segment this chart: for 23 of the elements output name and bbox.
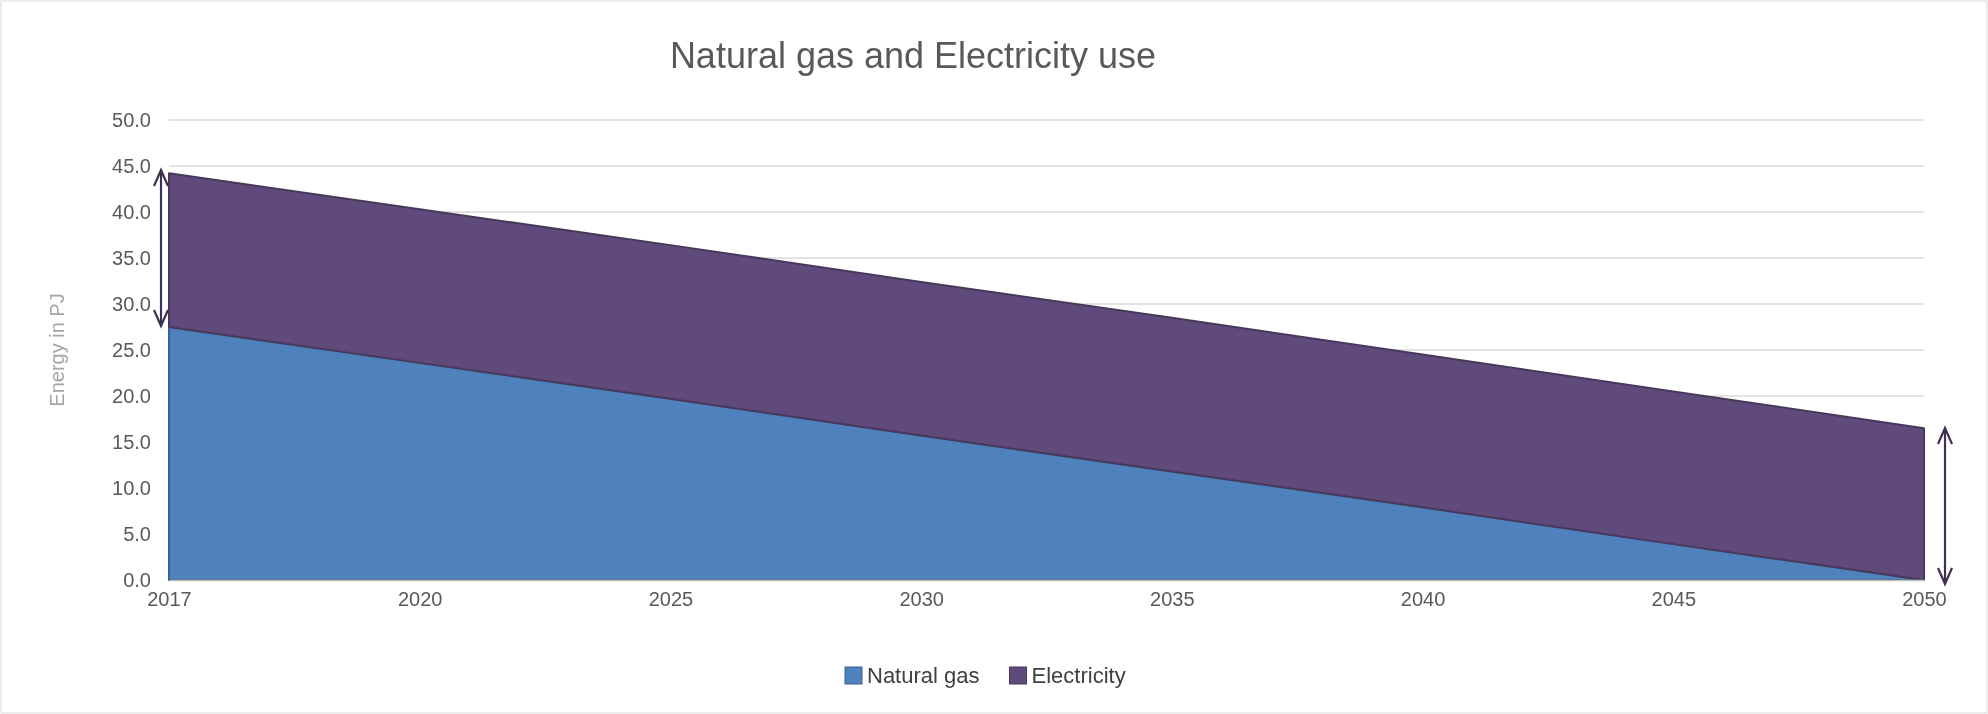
x-tick-label: 2040: [1400, 588, 1446, 611]
y-tick-label: 35.0: [112, 246, 151, 269]
x-tick-label: 2045: [1651, 588, 1697, 611]
x-tick-label: 2025: [648, 588, 694, 611]
y-axis-title: Energy in PJ: [46, 293, 68, 407]
y-tick-label: 40.0: [112, 200, 151, 223]
x-tick-label: 2020: [397, 588, 443, 611]
y-tick-label: 25.0: [112, 338, 151, 361]
y-tick-label: 5.0: [123, 522, 151, 545]
y-tick-label: 0.0: [123, 568, 151, 591]
x-tick-label: 2030: [899, 588, 944, 611]
y-tick-label: 10.0: [112, 476, 151, 499]
y-tick-label: 15.0: [112, 430, 151, 453]
y-tick-label: 30.0: [112, 292, 151, 315]
y-tick-label: 50.0: [112, 108, 151, 131]
chart-title: Natural gas and Electricity use: [669, 35, 1157, 76]
legend-label: Electricity: [1031, 663, 1126, 688]
x-tick-label: 2017: [147, 588, 192, 611]
y-tick-label: 45.0: [112, 154, 151, 177]
x-tick-label: 2050: [1902, 588, 1947, 611]
y-tick-label: 20.0: [112, 384, 151, 407]
legend-label: Natural gas: [867, 663, 980, 688]
x-tick-label: 2035: [1150, 588, 1195, 611]
